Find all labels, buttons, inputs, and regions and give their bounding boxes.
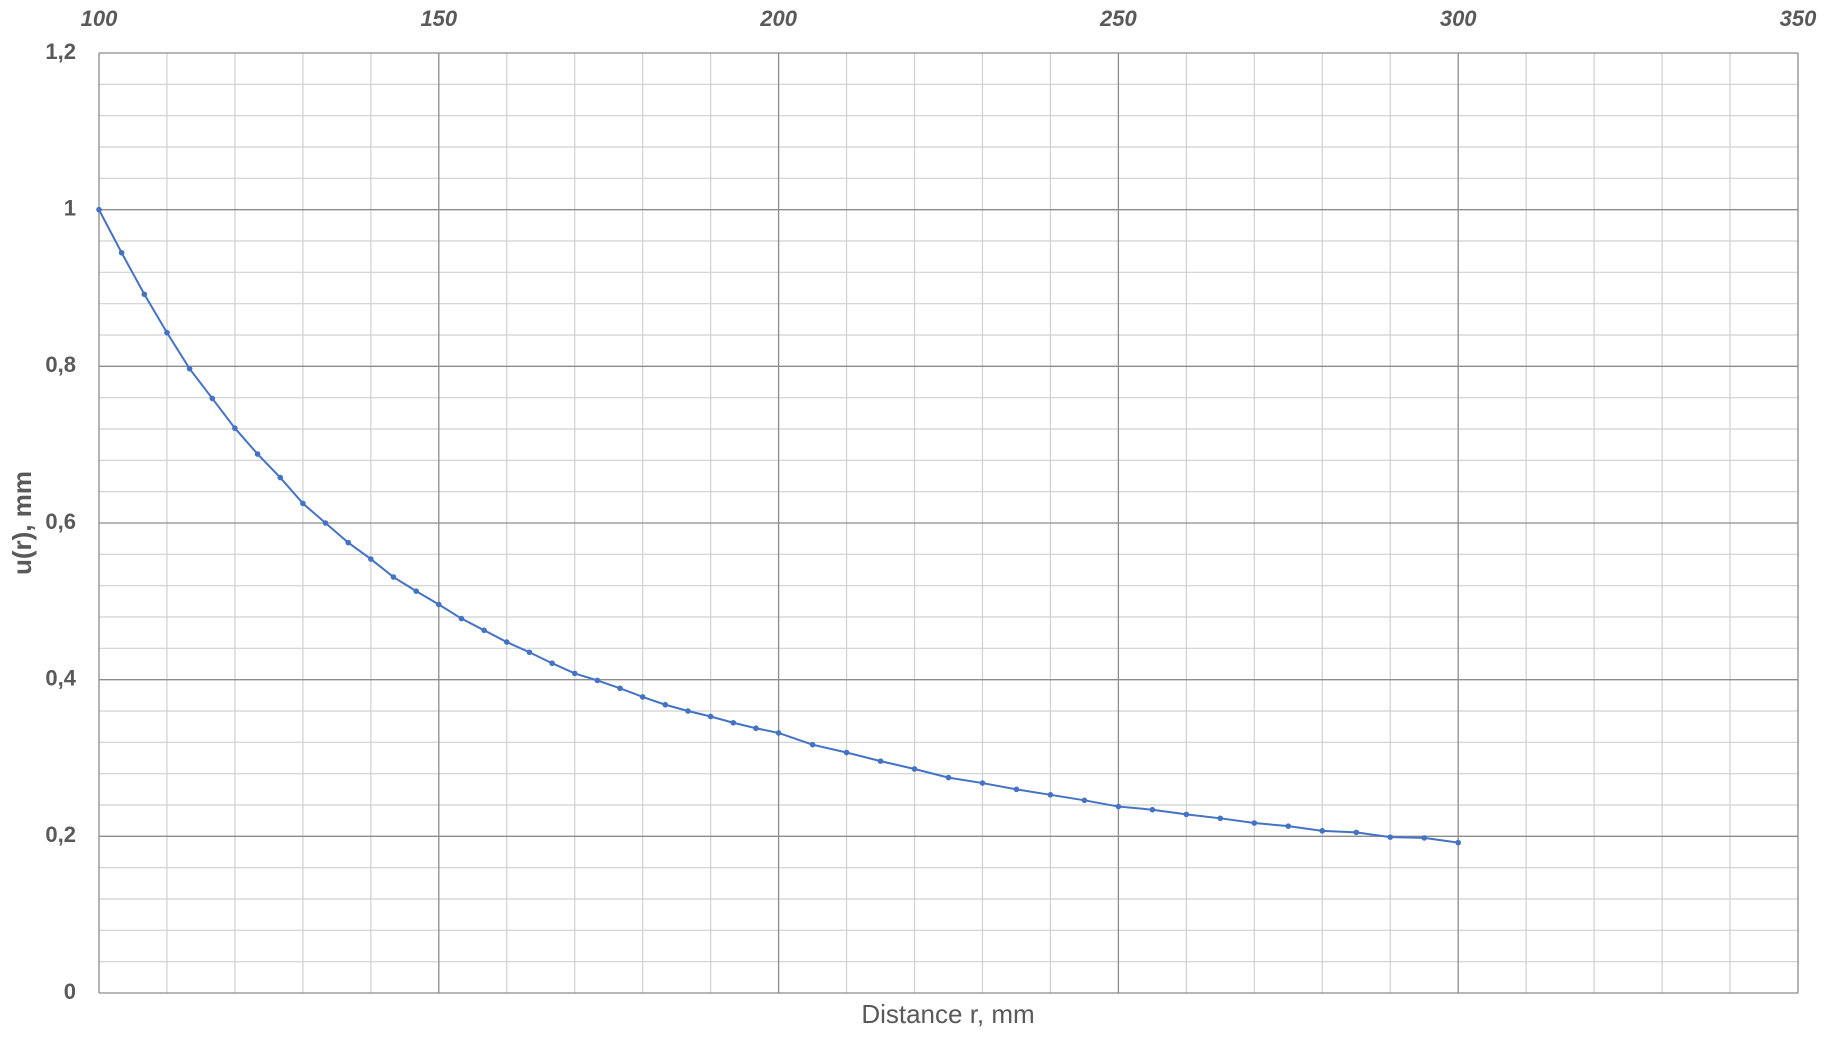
data-point	[1353, 829, 1360, 836]
y-tick-label: 0,4	[45, 665, 76, 690]
data-point	[730, 719, 737, 726]
data-point	[1285, 823, 1292, 829]
y-tick-label: 0,6	[45, 509, 76, 534]
data-point	[843, 749, 850, 756]
data-point	[1183, 811, 1190, 818]
data-point	[571, 670, 578, 677]
data-point	[481, 627, 487, 634]
data-point	[345, 539, 352, 546]
x-axis-title: Distance r, mm	[861, 999, 1034, 1029]
data-point	[503, 639, 510, 645]
data-point	[1387, 834, 1394, 840]
data-point	[877, 758, 884, 764]
data-point	[979, 780, 986, 786]
data-point	[96, 206, 102, 213]
y-tick-label: 0	[64, 979, 76, 1004]
data-point	[594, 677, 601, 684]
data-point	[526, 649, 533, 656]
x-tick-label: 300	[1440, 6, 1477, 31]
data-point	[232, 425, 238, 432]
data-point	[164, 329, 170, 336]
data-point	[1115, 803, 1122, 810]
y-tick-label: 1	[64, 195, 76, 220]
y-tick-label: 1,2	[45, 39, 76, 64]
x-tick-label: 200	[759, 6, 797, 31]
data-point	[1319, 828, 1326, 834]
data-point	[639, 694, 646, 700]
data-point	[911, 766, 918, 772]
data-point	[458, 615, 465, 622]
data-point	[254, 451, 261, 457]
x-tick-label: 150	[420, 6, 457, 31]
x-tick-label: 100	[81, 6, 118, 31]
data-point	[945, 774, 952, 781]
data-point	[277, 474, 284, 481]
data-point	[753, 725, 759, 732]
data-point	[322, 520, 329, 526]
data-point	[368, 556, 374, 562]
y-axis-title: u(r), mm	[7, 471, 37, 575]
data-point	[118, 249, 125, 256]
data-point	[1251, 820, 1258, 826]
data-point	[1217, 815, 1224, 822]
x-tick-label: 250	[1099, 6, 1137, 31]
data-point	[1013, 786, 1020, 793]
data-point	[1149, 806, 1156, 813]
data-point	[436, 601, 442, 608]
data-point	[300, 500, 306, 507]
data-point	[390, 574, 397, 580]
data-point	[775, 730, 782, 736]
y-tick-label: 0,8	[45, 352, 76, 377]
data-point	[1081, 797, 1088, 804]
y-tick-label: 0,2	[45, 822, 76, 847]
data-point	[209, 395, 216, 402]
data-point	[707, 713, 714, 720]
x-tick-label: 350	[1780, 6, 1817, 31]
data-point	[1421, 835, 1428, 841]
data-point	[1047, 792, 1054, 798]
data-point	[186, 365, 193, 372]
data-point	[685, 708, 691, 714]
data-point	[413, 588, 419, 594]
data-point	[141, 291, 148, 298]
data-point	[1455, 839, 1461, 846]
data-point	[617, 685, 623, 692]
data-point	[549, 660, 555, 667]
data-point	[662, 701, 669, 708]
data-point	[809, 741, 816, 748]
